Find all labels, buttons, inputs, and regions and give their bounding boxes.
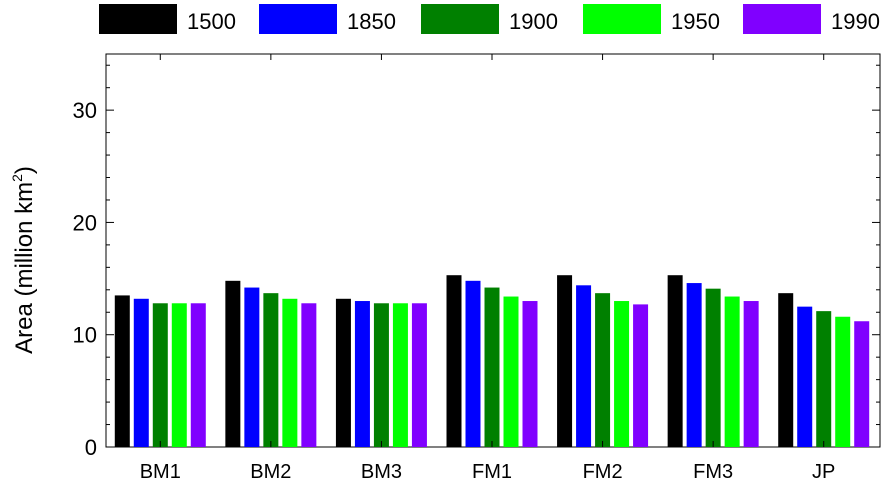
legend-label-1950: 1950: [671, 9, 720, 34]
legend-label-1900: 1900: [509, 9, 558, 34]
bar-fm1-1900: [484, 287, 500, 447]
bar-fm1-1990: [522, 301, 538, 447]
bar-fm1-1500: [446, 275, 462, 447]
bar-bm3-1900: [373, 303, 389, 447]
bar-bm1-1500: [114, 295, 130, 447]
legend-swatch-1900: [421, 4, 499, 34]
bar-bm2-1900: [263, 293, 279, 447]
y-axis-label-superscript: 2: [9, 174, 25, 182]
bars: [114, 275, 870, 447]
bar-bm2-1950: [282, 298, 298, 447]
bar-bm3-1950: [392, 303, 408, 447]
bar-fm2-1990: [633, 304, 649, 447]
bar-fm2-1950: [614, 301, 630, 447]
bar-fm1-1950: [503, 296, 519, 447]
bar-bm1-1850: [133, 298, 149, 447]
y-axis-label-main: Area (million km: [11, 182, 38, 354]
legend: 1500 1850 1900 1950 1990: [99, 4, 880, 34]
bar-bm1-1950: [171, 303, 187, 447]
x-axis: BM1 BM2 BM3 FM1 FM2 FM3 JP: [140, 54, 835, 483]
bar-bm2-1990: [301, 303, 317, 447]
bar-fm2-1850: [576, 285, 592, 447]
bar-jp-1500: [778, 293, 794, 447]
bar-bm1-1990: [190, 303, 206, 447]
x-tick-label-fm3: FM3: [693, 461, 733, 483]
y-tick-label: 0: [85, 435, 97, 460]
bar-fm2-1900: [595, 293, 611, 447]
bar-fm2-1500: [557, 275, 573, 447]
bar-fm3-1850: [686, 283, 702, 447]
y-tick-label: 10: [73, 323, 97, 348]
bar-jp-1990: [854, 321, 870, 447]
x-tick-label-fm2: FM2: [583, 461, 623, 483]
bar-bm3-1500: [335, 298, 351, 447]
x-tick-label-bm3: BM3: [361, 461, 402, 483]
y-axis-label-end: ): [11, 166, 38, 174]
legend-swatch-1950: [583, 4, 661, 34]
bar-bm2-1850: [244, 287, 260, 447]
y-axis: 0 10 20 30: [73, 64, 880, 460]
bar-jp-1850: [797, 306, 813, 447]
bar-bm3-1850: [354, 301, 370, 447]
bar-bm2-1500: [225, 280, 241, 447]
bar-jp-1900: [816, 311, 832, 447]
bar-bm1-1900: [152, 303, 168, 447]
x-tick-label-bm1: BM1: [140, 461, 181, 483]
bar-jp-1950: [835, 316, 851, 447]
bar-fm3-1500: [667, 275, 683, 447]
bar-fm3-1900: [705, 288, 721, 447]
y-axis-label: Area (million km2): [9, 166, 38, 354]
legend-label-1990: 1990: [831, 9, 880, 34]
legend-label-1500: 1500: [187, 9, 236, 34]
bar-fm1-1850: [465, 280, 481, 447]
x-tick-label-bm2: BM2: [250, 461, 291, 483]
x-tick-label-jp: JP: [812, 461, 835, 483]
legend-swatch-1990: [743, 4, 821, 34]
bar-fm3-1990: [743, 301, 759, 447]
y-tick-label: 20: [73, 210, 97, 235]
legend-label-1850: 1850: [347, 9, 396, 34]
y-tick-label: 30: [73, 98, 97, 123]
x-tick-label-fm1: FM1: [472, 461, 512, 483]
bar-fm3-1950: [724, 296, 740, 447]
legend-swatch-1850: [259, 4, 337, 34]
legend-swatch-1500: [99, 4, 177, 34]
bar-bm3-1990: [411, 303, 427, 447]
